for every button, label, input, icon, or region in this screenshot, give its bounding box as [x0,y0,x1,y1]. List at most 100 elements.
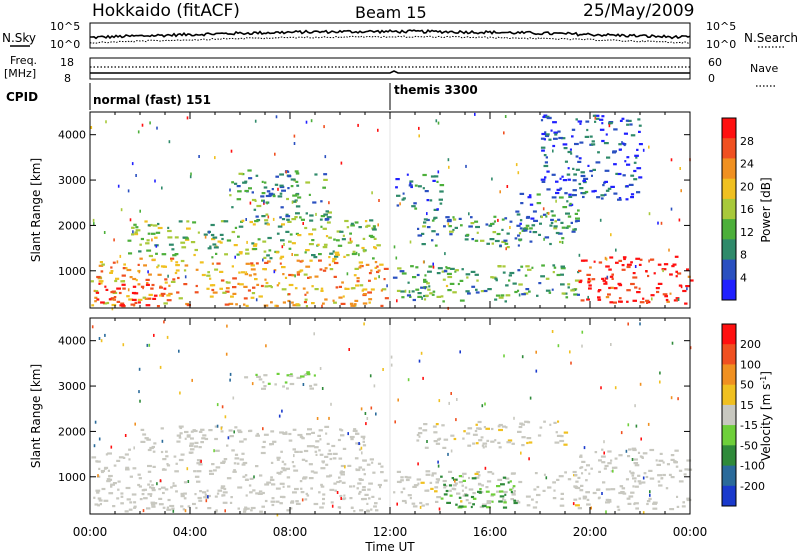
noise-cell [156,482,158,486]
heatmap-cell [263,433,269,436]
heatmap-cell [597,151,600,154]
noise-cell [273,270,276,274]
heatmap-cell [240,271,246,274]
heatmap-cell [663,263,669,266]
heatmap-cell [591,278,596,281]
heatmap-cell [683,473,687,476]
heatmap-cell [297,234,302,237]
heatmap-cell [610,185,615,188]
heatmap-cell [367,488,371,491]
heatmap-cell [410,265,414,268]
heatmap-cell [245,304,249,307]
heatmap-cell [465,499,469,502]
heatmap-cell [237,430,243,434]
noise-cell [581,344,583,348]
heatmap-cell [151,489,156,492]
heatmap-cell [439,202,443,205]
heatmap-cell [278,282,281,285]
heatmap-cell [468,225,473,228]
heatmap-cell [491,427,494,431]
heatmap-cell [219,287,223,290]
noise-cell [468,212,470,216]
nsearch-series-line [89,35,691,44]
heatmap-cell [163,287,167,290]
noise-cell [649,493,651,497]
heatmap-cell [211,238,216,241]
noise-cell [503,354,505,358]
heatmap-cell [638,124,642,127]
noise-cell [159,365,162,369]
noise-cell [363,322,365,326]
heatmap-cell [542,115,547,119]
heatmap-cell [498,446,502,449]
heatmap-cell [475,291,480,294]
heatmap-cell [601,122,604,125]
heatmap-cell [175,462,178,465]
heatmap-cell [482,446,485,449]
heatmap-cell [514,237,518,240]
heatmap-cell [286,374,291,377]
heatmap-cell [244,474,248,477]
heatmap-cell [378,497,381,500]
heatmap-cell [172,484,177,487]
heatmap-cell [156,266,159,269]
heatmap-cell [132,467,137,470]
noise-cell [161,186,163,190]
heatmap-cell [514,499,519,503]
heatmap-cell [452,228,455,232]
freq-tick-bottom: 8 [64,72,71,85]
colorbar-swatch [722,445,736,466]
heatmap-cell [308,193,311,196]
noise-cell [407,378,410,382]
heatmap-cell [133,501,137,504]
heatmap-cell [325,210,329,213]
heatmap-cell [454,226,458,229]
heatmap-cell [608,268,612,271]
heatmap-cell [166,464,171,467]
heatmap-cell [361,498,364,501]
heatmap-cell [518,232,522,235]
heatmap-cell [217,240,222,243]
noise-cell [627,423,630,427]
heatmap-cell [485,486,489,489]
heatmap-cell [94,290,99,293]
noise-cell [255,298,258,302]
heatmap-cell [263,250,267,253]
heatmap-cell [322,302,325,305]
heatmap-cell [299,269,304,272]
heatmap-cell [407,281,410,284]
noise-cell [371,191,373,195]
heatmap-cell [547,486,550,489]
heatmap-cell [231,181,234,184]
noise-cell [535,350,537,354]
heatmap-cell [549,423,552,426]
heatmap-cell [528,441,533,444]
heatmap-cell [120,495,124,498]
noise-cell [459,350,461,354]
heatmap-cell [582,179,586,183]
heatmap-cell [684,302,688,305]
heatmap-cell [166,294,171,297]
heatmap-cell [334,251,340,254]
heatmap-cell [368,272,372,275]
heatmap-cell [511,472,516,475]
noise-cell [120,208,123,212]
heatmap-cell [123,263,126,266]
heatmap-cell [585,491,590,494]
heatmap-cell [548,291,552,294]
heatmap-cell [581,460,586,463]
heatmap-cell [190,437,194,440]
heatmap-cell [279,262,282,265]
heatmap-cell [586,498,590,501]
heatmap-cell [637,474,641,477]
heatmap-cell [543,420,546,423]
heatmap-cell [247,289,251,292]
heatmap-cell [255,492,261,495]
heatmap-cell [245,252,250,255]
heatmap-cell [249,220,253,224]
colorbar-tick-label: -200 [740,480,765,493]
heatmap-cell [120,302,125,305]
heatmap-cell [232,292,237,295]
heatmap-cell [110,270,114,273]
heatmap-cell [325,463,329,466]
